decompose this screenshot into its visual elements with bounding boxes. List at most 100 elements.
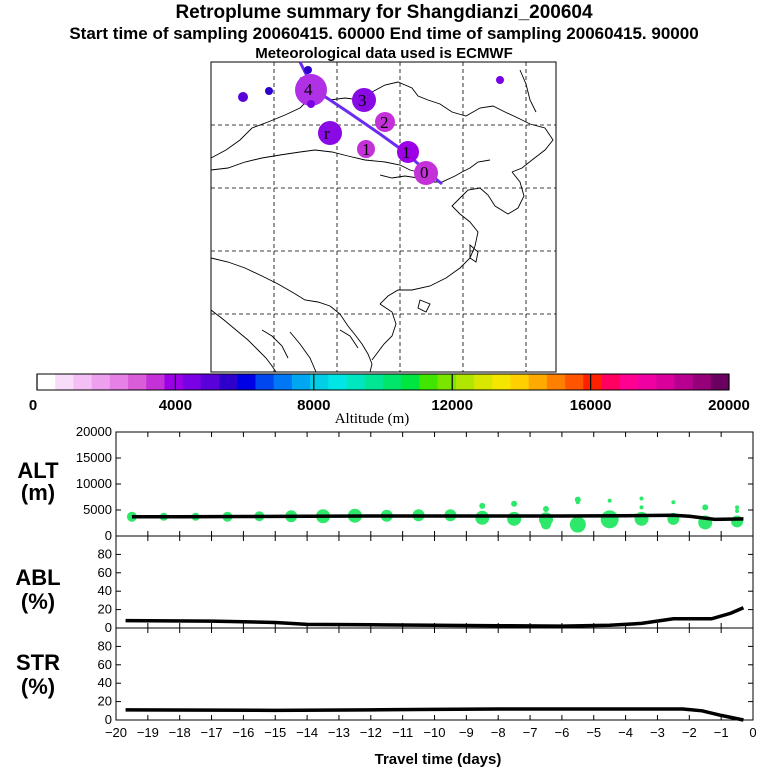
colorbar-swatch [437, 374, 457, 390]
alt-point [607, 498, 612, 503]
x-tick-label: −12 [360, 725, 382, 740]
y-tick-label: 0 [105, 712, 112, 727]
colorbar-swatch [637, 374, 657, 390]
y-tick-label: 40 [98, 583, 112, 598]
retroplume-map: 4 3 r 2 1 1 0 [210, 61, 557, 373]
map-label-r: r [324, 124, 330, 143]
alt-point [702, 504, 709, 511]
x-tick-label: −8 [491, 725, 506, 740]
colorbar-swatch [219, 374, 238, 390]
map-gridlines [211, 62, 556, 372]
map-label-2: 2 [380, 113, 389, 132]
x-tick-label: −6 [554, 725, 569, 740]
colorbar-swatch [346, 374, 366, 390]
panel-label: (%) [21, 674, 55, 699]
x-tick-label: −18 [169, 725, 191, 740]
alt-point [540, 519, 551, 530]
colorbar-swatch [328, 374, 347, 390]
y-tick-label: 15000 [76, 450, 112, 465]
x-tick-label: −11 [392, 725, 413, 740]
x-tick-label: −16 [232, 725, 254, 740]
colorbar-swatch [182, 374, 202, 390]
panel-label: ABL [15, 565, 60, 590]
alt-point [671, 500, 676, 505]
x-tick-label: −20 [105, 725, 127, 740]
colorbar-title: Altitude (m) [335, 411, 410, 427]
colorbar-swatch [310, 374, 329, 390]
y-tick-label: 20 [98, 694, 112, 709]
colorbar-swatch [91, 374, 111, 390]
abl-line [125, 606, 745, 628]
panel-frame [115, 627, 754, 721]
x-tick-label: −7 [523, 725, 538, 740]
colorbar-swatch [128, 374, 147, 390]
alt-point [639, 505, 644, 510]
x-tick-label: −1 [714, 725, 729, 740]
map-coastlines [210, 69, 554, 373]
y-tick-label: 60 [98, 657, 112, 672]
colorbar-swatch [674, 374, 693, 390]
colorbar-swatch [455, 374, 475, 390]
colorbar-tick-label: 4000 [159, 397, 192, 414]
y-tick-label: 20 [98, 602, 112, 617]
map-label-0: 0 [420, 163, 429, 182]
colorbar-tick-label: 0 [29, 397, 37, 414]
colorbar-swatch [291, 374, 311, 390]
x-tick-label: −4 [618, 725, 633, 740]
colorbar-swatch [200, 374, 220, 390]
met-data-note: Meteorological data used is ECMWF [255, 45, 513, 62]
colorbar-swatch [109, 374, 129, 390]
map-marker-labels: 4 3 r 2 1 1 0 [304, 80, 429, 182]
colorbar-swatch [656, 374, 675, 390]
x-axis-title: Travel time (days) [375, 751, 502, 768]
colorbar-swatch [55, 374, 74, 390]
y-tick-label: 40 [98, 675, 112, 690]
alt-point [735, 505, 740, 510]
panel-frame [115, 535, 754, 629]
colorbar-swatch [401, 374, 420, 390]
colorbar-swatch [601, 374, 621, 390]
colorbar-tick-label: 20000 [708, 397, 750, 414]
colorbar-tick-label: 12000 [431, 397, 473, 414]
altitude-colorbar: 0 4000 8000 12000 16000 20000 [29, 373, 750, 414]
panel-abl: 0 20 40 60 80 ABL(%) [15, 535, 754, 635]
x-tick-label: −10 [423, 725, 445, 740]
x-tick-label: 0 [749, 725, 756, 740]
panel-frame [115, 431, 754, 537]
panel-label: (%) [21, 589, 55, 614]
panel-alt: 0 5000 10000 15000 20000 ALT(m) [17, 424, 754, 543]
colorbar-swatch [273, 374, 293, 390]
x-tick-label: −17 [201, 725, 223, 740]
colorbar-swatch [255, 374, 275, 390]
y-tick-label: 0 [105, 620, 112, 635]
panel-label: ALT [17, 458, 59, 483]
colorbar-swatch [619, 374, 639, 390]
x-tick-label: −13 [328, 725, 350, 740]
colorbar-swatch [510, 374, 529, 390]
map-label-4: 4 [304, 80, 313, 99]
colorbar-tick-label: 16000 [570, 397, 612, 414]
colorbar-swatch [565, 374, 584, 390]
colorbar-swatch [474, 374, 493, 390]
x-tick-label: −14 [296, 725, 318, 740]
colorbar-swatch [383, 374, 402, 390]
y-tick-label: 80 [98, 546, 112, 561]
x-tick-label: −15 [264, 725, 286, 740]
colorbar-swatch [710, 374, 730, 390]
colorbar-tick-label: 8000 [297, 397, 330, 414]
alt-point [511, 500, 518, 507]
colorbar-swatch [37, 374, 56, 390]
alt-point [479, 502, 486, 509]
y-tick-label: 0 [105, 528, 112, 543]
colorbar-swatch [364, 374, 384, 390]
y-tick-label: 10000 [76, 476, 112, 491]
map-label-1a: 1 [362, 140, 371, 159]
alt-point [639, 496, 644, 501]
alt-point [569, 516, 586, 533]
panel-label: STR [16, 650, 60, 675]
alt-point [575, 500, 580, 505]
map-frame [210, 61, 557, 373]
x-tick-label: −3 [650, 725, 665, 740]
colorbar-swatch [237, 374, 256, 390]
